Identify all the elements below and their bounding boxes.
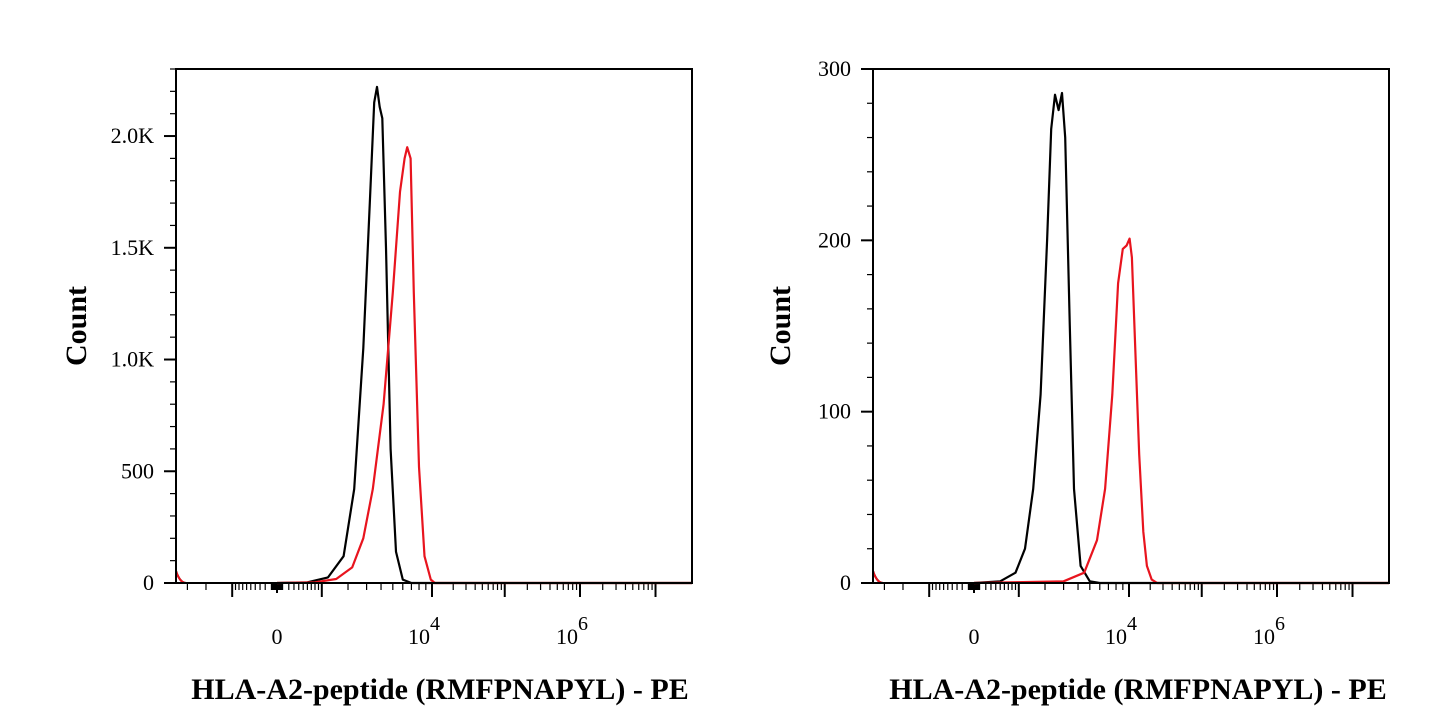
x-tick-label: 0 [272, 624, 283, 649]
x-tick-label: 106 [1253, 613, 1285, 649]
y-axis-title: Count [764, 286, 797, 366]
series-line-lead [175, 570, 277, 584]
series-line-lead [175, 570, 277, 584]
series-line [973, 237, 1389, 585]
y-tick-label: 2.0K [111, 123, 155, 148]
series-lines [175, 85, 692, 585]
y-tick-label: 200 [818, 227, 851, 252]
x-tick-label: 104 [1105, 613, 1137, 649]
y-tick-label: 300 [818, 56, 851, 81]
y-tick-label: 1.5K [111, 235, 155, 260]
x-major-ticks [231, 583, 657, 597]
y-tick-label: 0 [143, 570, 154, 595]
series-line [973, 91, 1389, 585]
plot-frame [872, 68, 1390, 584]
series-line [276, 85, 692, 585]
histogram-chart-right: 0 100 200 300 0 104 106 Count HLA-A2-peptide … [764, 56, 1390, 706]
x-major-ticks [928, 583, 1354, 597]
plot-frame [175, 68, 693, 584]
y-major-ticks [164, 135, 176, 584]
y-major-ticks [861, 68, 873, 584]
x-tick-label: 106 [556, 613, 588, 649]
y-tick-label: 500 [121, 458, 154, 483]
series-line-lead [872, 570, 974, 584]
x-tick-label: 104 [408, 613, 440, 649]
y-tick-labels: 0 500 1.0K 1.5K 2.0K [111, 123, 155, 595]
series-lines [872, 91, 1389, 585]
x-tick-labels: 0 104 106 [969, 613, 1286, 649]
series-line [276, 146, 692, 585]
x-tick-labels: 0 104 106 [272, 613, 589, 649]
x-axis-title: HLA-A2-peptide (RMFPNAPYL) - PE [889, 673, 1386, 706]
y-axis-title: Count [60, 286, 93, 366]
y-tick-label: 100 [818, 399, 851, 424]
series-line-lead [872, 570, 974, 584]
histogram-chart-left: 0 500 1.0K 1.5K 2.0K 0 104 106 Count HLA-A2-pe… [60, 68, 693, 706]
x-axis-title: HLA-A2-peptide (RMFPNAPYL) - PE [191, 673, 688, 706]
x-tick-label: 0 [969, 624, 980, 649]
y-tick-label: 1.0K [111, 347, 155, 372]
y-tick-labels: 0 100 200 300 [818, 56, 851, 595]
y-tick-label: 0 [840, 570, 851, 595]
